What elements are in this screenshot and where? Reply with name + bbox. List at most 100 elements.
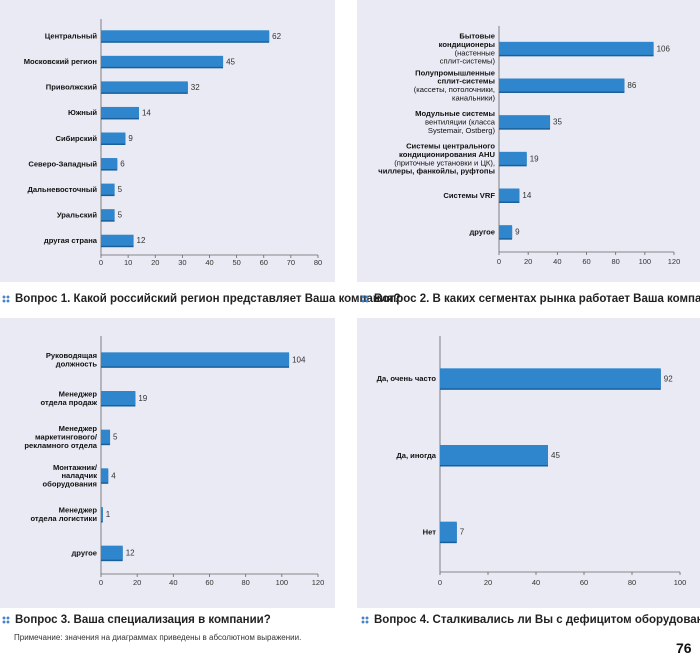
- x-tick-label: 20: [484, 578, 492, 587]
- category-label: Нет: [423, 527, 437, 536]
- bar-value-label: 4: [111, 471, 116, 480]
- bar-value-label: 5: [118, 185, 123, 194]
- category-label: Руководящая: [46, 351, 97, 360]
- bar: [101, 183, 115, 195]
- bar: [499, 225, 513, 239]
- category-label: Системы VRF: [443, 191, 495, 200]
- x-tick-label: 10: [124, 258, 132, 267]
- chart2-title: Вопрос 2. В каких сегментах рынка работа…: [374, 293, 700, 305]
- x-tick-label: 80: [628, 578, 636, 587]
- x-tick-label: 120: [312, 578, 325, 587]
- page-number: 76: [676, 640, 692, 656]
- category-label: Сибирский: [55, 134, 97, 143]
- x-tick-label: 100: [276, 578, 289, 587]
- bar-value-label: 45: [226, 57, 235, 66]
- chart1-caption: Вопрос 1. Какой российский регион предст…: [2, 293, 401, 305]
- x-tick-label: 80: [611, 257, 619, 266]
- category-label: другое: [71, 548, 97, 557]
- category-label: Systemair, Ostberg): [428, 126, 496, 135]
- dots-icon: [361, 294, 369, 303]
- bar-value-label: 14: [522, 191, 531, 200]
- bar: [440, 445, 548, 465]
- x-tick-label: 0: [438, 578, 442, 587]
- category-label: Менеджер: [59, 390, 98, 399]
- category-label: Монтажник/: [53, 463, 98, 472]
- bar-value-label: 32: [191, 83, 200, 92]
- x-tick-label: 70: [287, 258, 295, 267]
- dots-icon: [2, 615, 10, 624]
- category-label: должность: [56, 359, 98, 368]
- bar-value-label: 19: [530, 154, 539, 163]
- x-tick-label: 0: [99, 578, 103, 587]
- x-tick-label: 80: [314, 258, 322, 267]
- x-tick-label: 40: [532, 578, 540, 587]
- category-label: другое: [469, 227, 495, 236]
- category-label: отдела продаж: [41, 398, 98, 407]
- x-tick-label: 20: [524, 257, 532, 266]
- bar: [440, 521, 457, 542]
- bar-value-label: 1: [106, 510, 111, 519]
- chart4: 0 20 40 60 80 100 92 Да, очень часто 45 Да, иногд…: [377, 336, 687, 587]
- bar: [440, 368, 661, 389]
- category-label: Да, иногда: [396, 451, 436, 460]
- bar: [499, 188, 520, 202]
- category-label: Центральный: [45, 32, 98, 41]
- category-label: кондиционеры: [439, 40, 495, 49]
- chart3-title: Вопрос 3. Ваша специализация в компании?: [15, 614, 271, 626]
- x-tick-label: 80: [241, 578, 249, 587]
- dots-icon: [361, 615, 369, 624]
- chart2-caption: Вопрос 2. В каких сегментах рынка работа…: [361, 293, 700, 305]
- bar: [101, 545, 123, 560]
- category-label: канальники): [452, 93, 496, 102]
- x-tick-label: 0: [497, 257, 501, 266]
- bar: [101, 158, 118, 170]
- x-tick-label: 60: [580, 578, 588, 587]
- footnote: Примечание: значения на диаграммах приве…: [14, 633, 302, 642]
- chart4-title: Вопрос 4. Сталкивались ли Вы с дефицитом…: [374, 614, 700, 626]
- bar-value-label: 86: [627, 81, 636, 90]
- category-label: Менеджер: [59, 506, 98, 515]
- x-tick-label: 100: [639, 257, 652, 266]
- bar: [101, 55, 224, 67]
- category-label: Да, очень часто: [377, 374, 437, 383]
- category-label: чиллеры, фанкойлы, руфтопы: [378, 167, 495, 176]
- bar-value-label: 62: [272, 32, 281, 41]
- x-tick-label: 50: [232, 258, 240, 267]
- category-label: Дальневосточный: [28, 185, 98, 194]
- chart1-title: Вопрос 1. Какой российский регион предст…: [15, 293, 401, 305]
- bar-value-label: 5: [113, 433, 118, 442]
- x-tick-label: 30: [178, 258, 186, 267]
- bar: [101, 391, 136, 405]
- category-label: кондиционирования AHU: [399, 150, 495, 159]
- category-label: Менеджер: [59, 424, 98, 433]
- bar: [499, 151, 527, 165]
- bar: [101, 429, 111, 444]
- category-label: Полупромышленные: [415, 68, 495, 77]
- category-label: другая страна: [44, 236, 98, 245]
- x-tick-label: 100: [674, 578, 687, 587]
- bar: [499, 78, 625, 92]
- category-label: Системы центрального: [406, 142, 495, 151]
- category-label: Модульные системы: [415, 109, 495, 118]
- bar-value-label: 9: [515, 228, 520, 237]
- bar-value-label: 35: [553, 118, 562, 127]
- bar: [499, 115, 551, 129]
- category-label: (кассеты, потолочники,: [414, 85, 495, 94]
- x-tick-label: 40: [553, 257, 561, 266]
- category-label: Уральский: [57, 210, 97, 219]
- bar-value-label: 9: [128, 134, 133, 143]
- bar: [499, 41, 654, 55]
- category-label: сплит-системы: [437, 77, 495, 86]
- chart3-caption: Вопрос 3. Ваша специализация в компании?: [2, 614, 271, 626]
- bar-value-label: 12: [137, 236, 146, 245]
- bar-value-label: 14: [142, 108, 151, 117]
- bar: [101, 468, 109, 483]
- category-label: Приволжский: [46, 83, 98, 92]
- category-label: Бытовые: [459, 32, 495, 41]
- x-tick-label: 20: [133, 578, 141, 587]
- bar-value-label: 106: [657, 44, 671, 53]
- bar: [101, 234, 134, 246]
- category-label: (приточные установки и ЦК),: [394, 158, 495, 167]
- category-label: Северо-Западный: [28, 159, 97, 168]
